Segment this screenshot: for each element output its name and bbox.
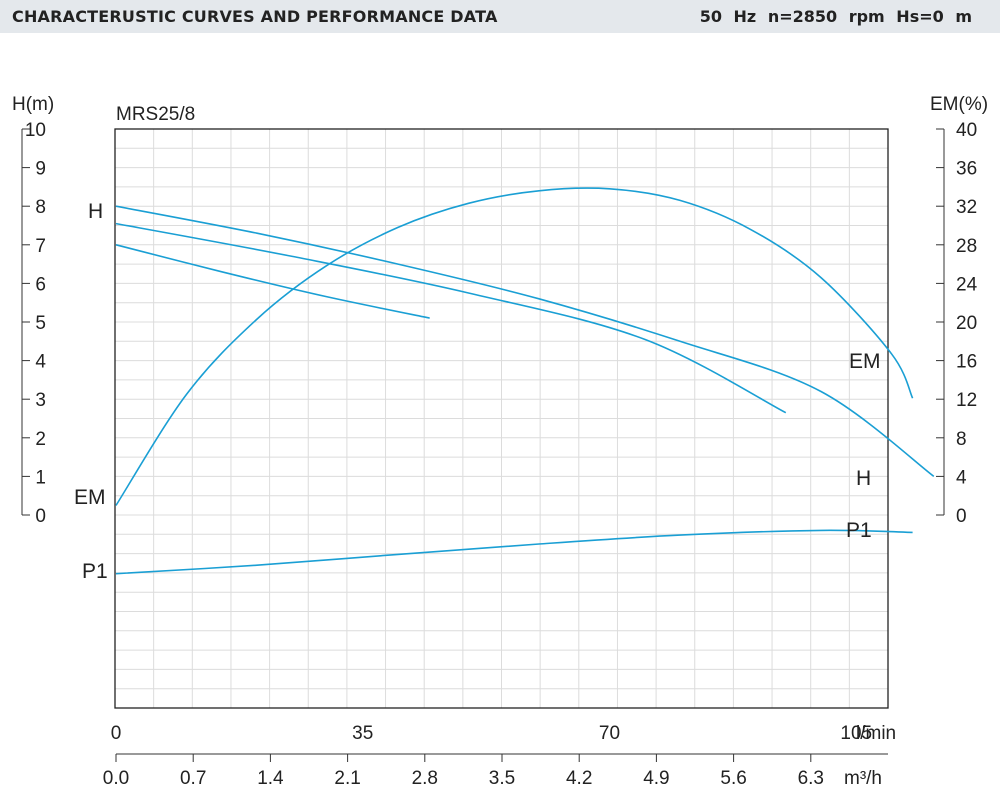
- x-axis-m3h-tick-label: 5.6: [720, 768, 746, 789]
- right-axis-tick-label: 0: [956, 506, 967, 527]
- right-axis-tick-label: 16: [956, 352, 977, 373]
- p1-power-curve: [115, 529, 913, 575]
- right-axis-tick-label: 28: [956, 236, 977, 257]
- h-curve-lower: [115, 244, 430, 319]
- right-axis-tick-label: 8: [956, 429, 967, 450]
- right-axis-tick-label: 4: [956, 467, 967, 488]
- left-axis-tick-label: 9: [35, 159, 46, 180]
- x-axis-m3h-tick-label: 0.7: [180, 768, 206, 789]
- header-bar: [0, 0, 1000, 33]
- left-axis-tick-label: 6: [35, 274, 46, 295]
- p1-label-right: P1: [846, 519, 872, 542]
- h-label-left: H: [88, 200, 103, 223]
- em-label-left: EM: [74, 486, 106, 509]
- left-axis-tick-label: 7: [35, 236, 46, 257]
- left-axis-label: H(m): [12, 94, 54, 115]
- x-axis-m3h-tick-label: 0.0: [103, 768, 129, 789]
- left-axis-tick-label: 0: [35, 506, 46, 527]
- left-axis-tick-label: 8: [35, 197, 46, 218]
- right-axis-tick-label: 40: [956, 120, 977, 141]
- right-axis-tick-label: 32: [956, 197, 977, 218]
- p1-label-left: P1: [82, 560, 108, 583]
- right-axis-label: EM(%): [930, 94, 988, 115]
- x-axis-lmin-tick-label: 0: [111, 723, 122, 744]
- x-axis-lmin-tick-label: 35: [352, 723, 373, 744]
- left-axis-tick-label: 5: [35, 313, 46, 334]
- right-axis-tick-label: 12: [956, 390, 977, 411]
- x-axis-m3h-tick-label: 3.5: [489, 768, 515, 789]
- operating-conditions: 50 Hz n=2850 rpm Hs=0 m: [699, 7, 972, 26]
- h-label-right: H: [856, 467, 871, 490]
- x-axis-m3h-tick-label: 6.3: [798, 768, 824, 789]
- left-axis-tick-label: 1: [35, 467, 46, 488]
- em-label-right: EM: [849, 350, 881, 373]
- x-axis-m3h-tick-label: 4.9: [643, 768, 669, 789]
- x-axis-m3h-unit: m³/h: [844, 768, 882, 789]
- left-axis-tick-label: 10: [25, 120, 46, 141]
- h-curve-mid: [115, 222, 787, 414]
- h-curve-main: [115, 205, 935, 478]
- left-axis-tick-label: 2: [35, 429, 46, 450]
- x-axis-lmin-unit: l/min: [856, 723, 896, 744]
- x-axis-m3h-tick-label: 4.2: [566, 768, 592, 789]
- right-axis-tick-label: 36: [956, 159, 977, 180]
- em-efficiency-curve: [115, 187, 914, 506]
- right-axis-tick-label: 24: [956, 274, 978, 295]
- plot-frame: [114, 128, 889, 709]
- left-axis-tick-label: 4: [35, 352, 46, 373]
- x-axis-m3h-tick-label: 1.4: [257, 768, 284, 789]
- x-axis-lmin-tick-label: 105: [840, 723, 872, 744]
- left-axis-tick-label: 3: [35, 390, 46, 411]
- right-axis-tick-label: 20: [956, 313, 977, 334]
- x-axis-m3h-tick-label: 2.8: [412, 768, 438, 789]
- model-label: MRS25/8: [116, 104, 195, 125]
- page-title: CHARACTERUSTIC CURVES AND PERFORMANCE DA…: [12, 7, 498, 26]
- x-axis-lmin-tick-label: 70: [599, 723, 620, 744]
- x-axis-m3h-tick-label: 2.1: [334, 768, 360, 789]
